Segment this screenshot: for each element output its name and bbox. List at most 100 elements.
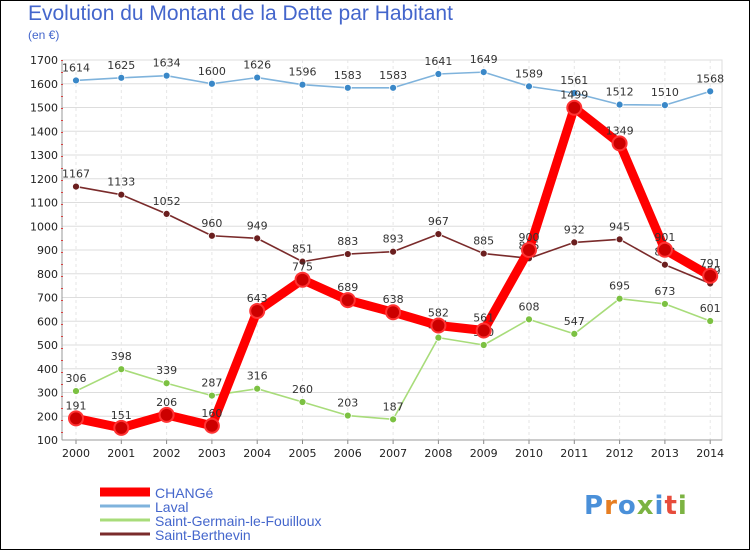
x-tick-label: 2004 [243,447,271,460]
data-label: 1349 [606,124,634,137]
data-label: 885 [473,235,494,248]
data-label: 1583 [334,69,362,82]
data-point [389,247,398,256]
data-point [706,317,715,325]
data-point [68,410,84,427]
data-point [162,379,171,388]
data-point [656,241,673,258]
data-point [343,83,352,92]
proxiti-logo: Proxiti [584,491,688,521]
data-point [117,73,126,82]
y-tick-label: 900 [37,244,58,257]
data-label: 932 [564,223,585,236]
data-label: 547 [564,315,585,328]
y-tick-label: 1400 [30,125,58,138]
data-point [661,260,669,269]
y-tick-label: 300 [37,387,58,400]
data-point [566,99,583,116]
data-label: 1649 [470,53,498,66]
data-point [162,71,171,80]
x-tick-label: 2014 [696,447,724,460]
data-label: 561 [473,312,494,325]
data-point [389,415,398,424]
x-tick-label: 2013 [651,447,679,460]
data-label: 582 [428,307,449,320]
data-point [294,271,311,288]
data-point [385,304,402,321]
data-label: 695 [609,280,630,293]
data-point [249,303,266,320]
data-label: 151 [111,409,132,422]
data-point [117,365,126,374]
data-label: 160 [201,407,222,420]
data-point [113,419,130,436]
x-tick-label: 2011 [560,447,588,460]
x-tick-label: 2008 [424,447,452,460]
data-point [615,294,624,303]
data-label: 1626 [243,59,271,72]
data-point [615,235,624,244]
data-label: 1600 [198,65,226,78]
x-tick-label: 2009 [470,447,498,460]
series-0: 191 151 206 160 643 775 689 638 582 561 900 1499 134… [66,89,721,436]
legend-label: Laval [155,499,188,515]
data-label: 287 [201,377,222,390]
legend-label: Saint-Germain-le-Fouilloux [155,513,322,529]
x-tick-label: 2002 [153,447,181,460]
data-point [298,257,307,266]
legend-label: CHANGé [155,485,214,501]
y-tick-label: 100 [37,434,58,447]
data-label: 608 [519,300,540,313]
data-point [434,333,443,342]
data-point [661,101,669,110]
data-point [162,209,171,218]
data-label: 1625 [107,59,135,72]
data-point [72,387,80,395]
data-point [434,230,443,238]
data-point [298,398,307,406]
x-tick-label: 2012 [606,447,634,460]
x-tick-label: 2003 [198,447,226,460]
data-label: 339 [156,364,177,377]
data-label: 775 [292,261,313,274]
data-label: 689 [337,281,358,294]
data-point [203,417,220,434]
legend-label: Saint-Berthevin [155,527,251,543]
data-label: 206 [156,396,177,409]
data-label: 960 [201,217,222,230]
data-label: 1499 [560,89,588,102]
data-label: 1589 [515,67,543,80]
data-point [706,87,715,96]
x-tick-label: 2006 [334,447,362,460]
data-label: 316 [247,370,268,383]
data-point [207,391,216,400]
x-tick-label: 2007 [379,447,407,460]
data-point [661,300,669,308]
data-point [158,406,175,423]
series-1: 1614 1625 1634 1600 1626 1596 1583 1583 1641 1649… [62,53,724,110]
data-label: 306 [66,372,87,385]
data-point [343,411,352,420]
data-label: 187 [383,400,404,413]
data-point [525,315,533,324]
data-point [479,68,488,77]
data-label: 673 [654,285,675,298]
data-label: 1512 [606,86,634,99]
data-label: 398 [111,350,132,363]
x-tick-label: 2010 [515,447,543,460]
data-point [339,292,356,309]
data-point [479,341,488,349]
data-point [343,250,352,258]
data-point [430,317,447,334]
y-tick-label: 1000 [30,220,58,233]
y-tick-label: 700 [37,292,58,305]
y-tick-label: 1600 [30,78,58,91]
data-label: 945 [609,220,630,233]
y-tick-label: 500 [37,339,58,352]
data-point [475,322,492,339]
data-point [702,267,719,284]
data-label: 203 [337,397,358,410]
x-tick-label: 2000 [62,447,90,460]
data-label: 643 [247,292,268,305]
